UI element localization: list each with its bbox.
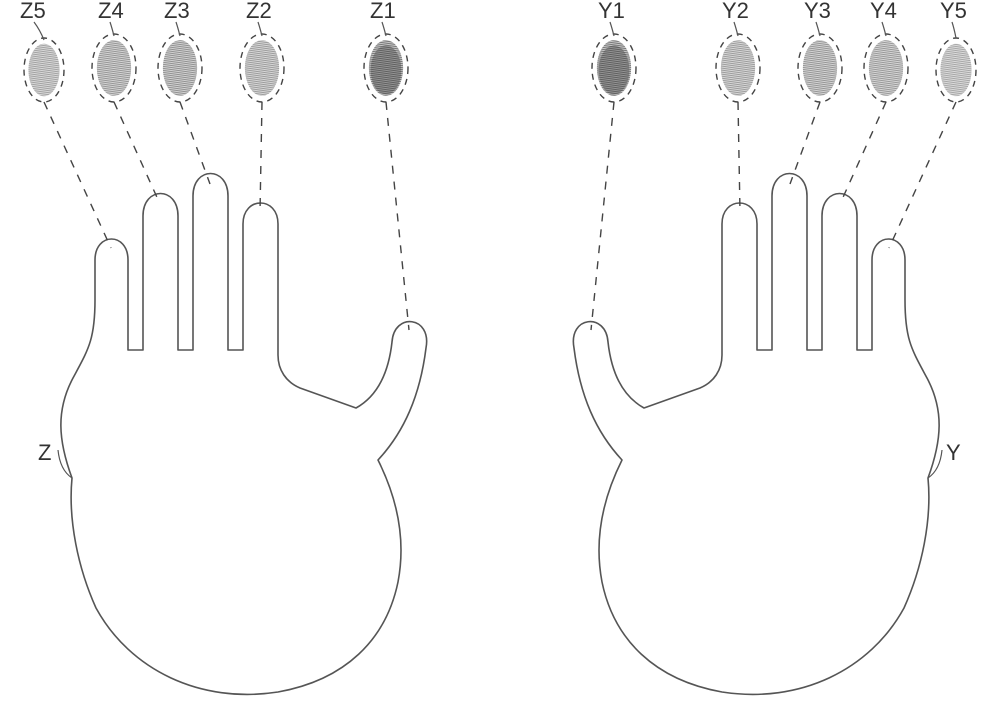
- y5-leader: [889, 102, 956, 248]
- y5-label: Y5: [940, 0, 967, 23]
- z2-fingerprint: [245, 40, 279, 96]
- z4-leader: [114, 102, 160, 204]
- z3-label: Z3: [164, 0, 190, 23]
- y1-label: Y1: [598, 0, 625, 23]
- y5-label-lead: [952, 22, 956, 38]
- y4-label-lead: [882, 22, 886, 36]
- y4-leader: [840, 102, 886, 204]
- z2-label-lead: [258, 22, 262, 36]
- fp-shadow: [371, 46, 402, 95]
- y4-label: Y4: [870, 0, 897, 23]
- y1-leader: [591, 102, 614, 330]
- diagram-canvas: Z Z5 Z4 Z3 Z2 Z1 Y Y1 Y2 Y3 Y4 Y5: [0, 0, 1000, 712]
- left-hand-outline: [61, 174, 427, 695]
- z1-leader: [386, 102, 409, 330]
- y3-label: Y3: [804, 0, 831, 23]
- y3-fingerprint: [803, 40, 837, 96]
- y1-label-lead: [610, 22, 614, 36]
- y3-leader: [790, 102, 820, 184]
- z1-label-lead: [382, 22, 386, 36]
- z5-leader: [44, 102, 111, 248]
- left-hand-label: Z: [38, 440, 51, 465]
- z4-fingerprint: [97, 40, 131, 96]
- right-hand-label: Y: [946, 440, 961, 465]
- z3-label-lead: [176, 22, 180, 36]
- y5-fingerprint: [940, 44, 971, 96]
- z1-label: Z1: [370, 0, 396, 23]
- z4-label: Z4: [98, 0, 124, 23]
- y2-label-lead: [734, 22, 738, 36]
- z5-label: Z5: [20, 0, 46, 23]
- fp-shadow: [599, 46, 630, 95]
- z5-fingerprint: [28, 44, 59, 96]
- right-hand-outline: [573, 174, 939, 695]
- y2-leader: [738, 102, 740, 212]
- y4-fingerprint: [869, 40, 903, 96]
- y2-label: Y2: [722, 0, 749, 23]
- z3-leader: [180, 102, 210, 184]
- z2-label: Z2: [246, 0, 272, 23]
- z3-fingerprint: [163, 40, 197, 96]
- z4-label-lead: [110, 22, 114, 36]
- z2-leader: [260, 102, 262, 212]
- y2-fingerprint: [721, 40, 755, 96]
- y3-label-lead: [816, 22, 820, 36]
- z5-label-lead: [34, 22, 44, 40]
